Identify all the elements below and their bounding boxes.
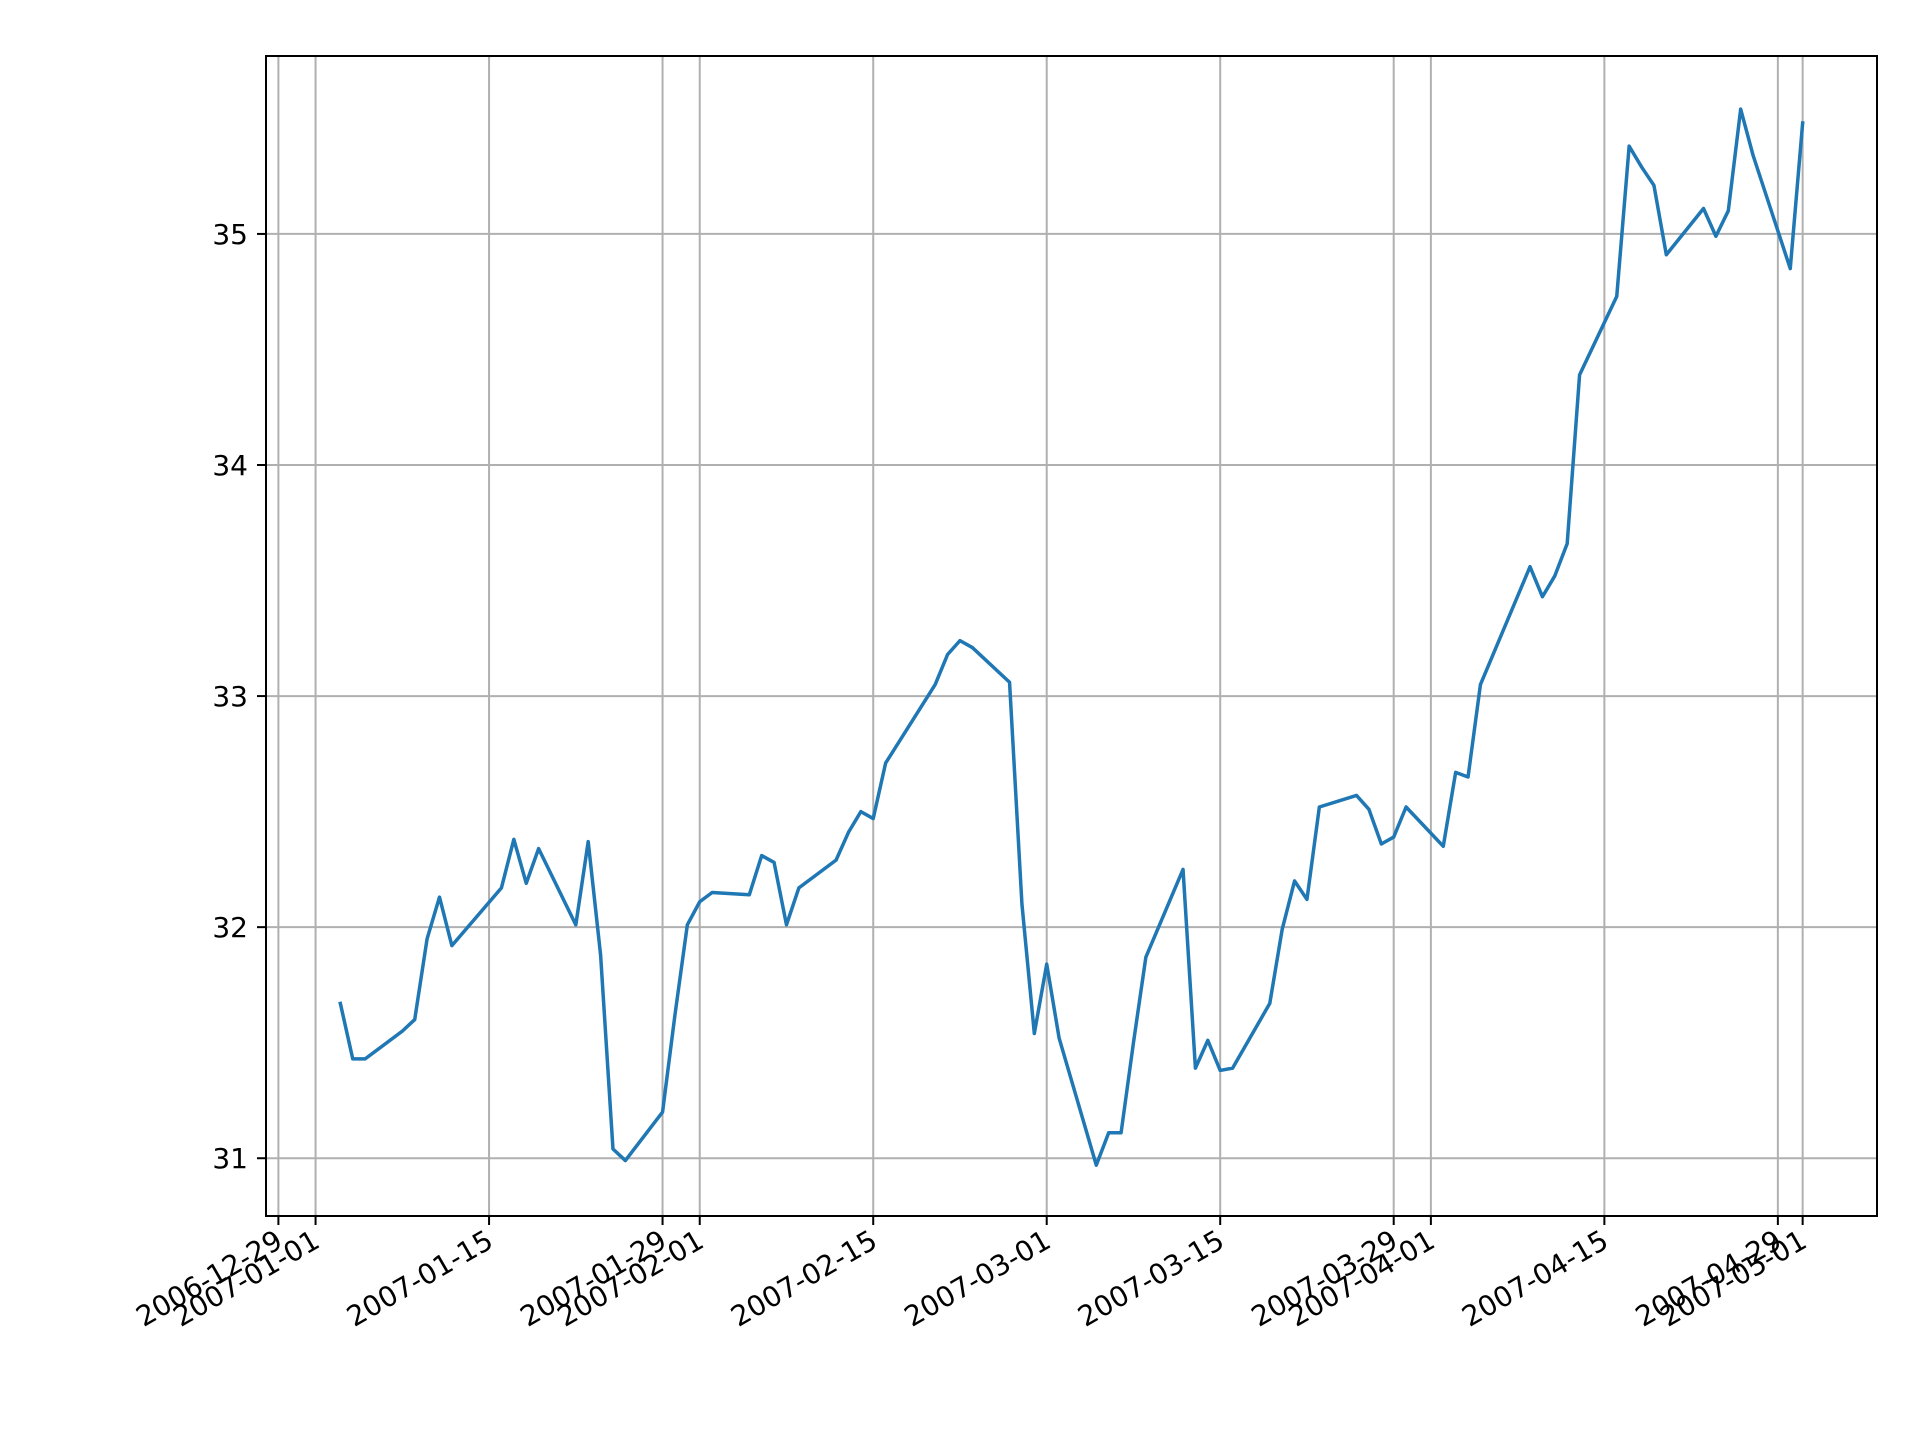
data-point: [1144, 955, 1148, 959]
data-point: [1702, 207, 1706, 211]
data-point: [797, 886, 801, 890]
data-point: [1355, 793, 1359, 797]
data-point: [450, 944, 454, 948]
data-point: [1379, 842, 1383, 846]
data-point: [1032, 1031, 1036, 1035]
data-point: [871, 817, 875, 821]
data-point: [351, 1057, 355, 1061]
data-point: [661, 1110, 665, 1114]
data-point: [884, 761, 888, 765]
data-point: [1218, 1068, 1222, 1072]
data-point: [1664, 253, 1668, 257]
data-point: [1317, 805, 1321, 809]
data-point: [574, 923, 578, 927]
y-tick-label: 34: [212, 449, 248, 482]
data-point: [586, 840, 590, 844]
data-point: [1726, 209, 1730, 213]
series-line: [338, 107, 1805, 1167]
y-tick-label: 31: [212, 1142, 248, 1175]
data-point: [1231, 1066, 1235, 1070]
data-point: [1739, 107, 1743, 111]
data-point: [1020, 902, 1024, 906]
data-point: [1404, 805, 1408, 809]
data-point: [1565, 542, 1569, 546]
data-point: [1528, 565, 1532, 569]
data-point: [611, 1147, 615, 1151]
data-point: [772, 860, 776, 864]
data-point: [512, 837, 516, 841]
data-point: [1392, 835, 1396, 839]
data-point: [1193, 1066, 1197, 1070]
data-point: [1478, 683, 1482, 687]
data-point: [1578, 373, 1582, 377]
data-point: [1119, 1131, 1123, 1135]
data-point: [1280, 927, 1284, 931]
y-tick-label: 33: [212, 680, 248, 713]
data-point: [710, 890, 714, 894]
data-point: [1751, 153, 1755, 157]
data-point: [338, 1001, 342, 1005]
data-point: [1627, 144, 1631, 148]
data-point: [1094, 1163, 1098, 1167]
data-point: [537, 847, 541, 851]
data-point: [859, 810, 863, 814]
data-point: [1714, 234, 1718, 238]
data-point: [1553, 574, 1557, 578]
data-point: [1293, 879, 1297, 883]
plot-frame: [265, 55, 1878, 1217]
series-layer: [338, 107, 1805, 1167]
data-point: [1305, 897, 1309, 901]
data-point: [524, 881, 528, 885]
data-point: [1640, 165, 1644, 169]
data-point: [623, 1159, 627, 1163]
grid-lines: [266, 56, 1877, 1216]
data-point: [400, 1029, 404, 1033]
data-point: [1441, 844, 1445, 848]
data-point: [1801, 121, 1805, 125]
data-point: [946, 652, 950, 656]
data-point: [1181, 867, 1185, 871]
data-point: [958, 639, 962, 643]
data-point: [933, 683, 937, 687]
data-point: [784, 923, 788, 927]
data-point: [499, 886, 503, 890]
y-tick-label: 35: [212, 218, 248, 251]
data-point: [846, 830, 850, 834]
data-point: [1045, 962, 1049, 966]
data-point: [1057, 1036, 1061, 1040]
data-point: [1466, 775, 1470, 779]
data-point: [599, 953, 603, 957]
data-point: [363, 1057, 367, 1061]
data-point: [425, 937, 429, 941]
data-point: [698, 900, 702, 904]
data-point: [1788, 267, 1792, 271]
data-point: [1615, 294, 1619, 298]
data-point: [747, 893, 751, 897]
data-point: [1540, 595, 1544, 599]
data-point: [685, 923, 689, 927]
data-point: [673, 1013, 677, 1017]
data-point: [970, 646, 974, 650]
data-point: [437, 895, 441, 899]
data-point: [1268, 1001, 1272, 1005]
data-point: [1206, 1038, 1210, 1042]
data-point: [834, 858, 838, 862]
data-point: [413, 1018, 417, 1022]
data-point: [1652, 183, 1656, 187]
data-point: [1454, 770, 1458, 774]
y-tick-label: 32: [212, 911, 248, 944]
data-point: [1008, 680, 1012, 684]
data-point: [1107, 1131, 1111, 1135]
data-point: [760, 854, 764, 858]
data-point: [1131, 1041, 1135, 1045]
data-point: [1367, 807, 1371, 811]
